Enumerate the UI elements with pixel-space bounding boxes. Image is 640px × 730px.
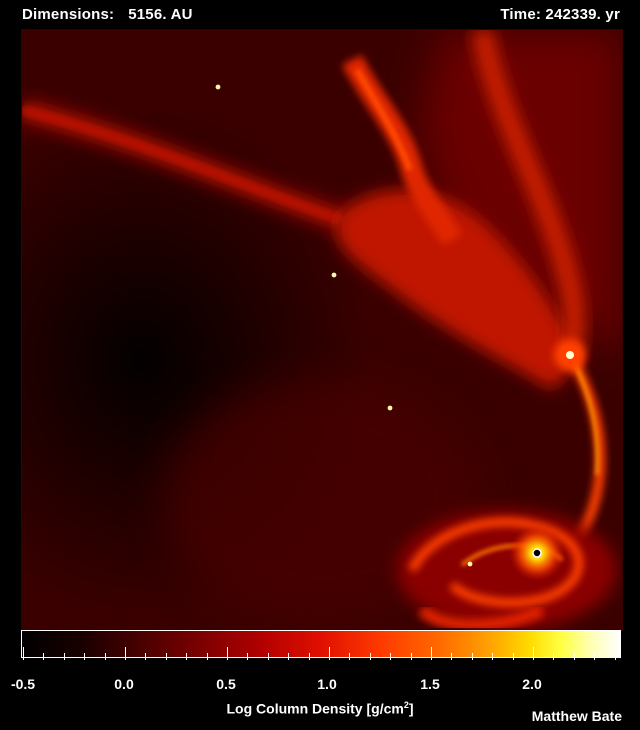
colorbar-tick — [533, 647, 534, 660]
colorbar-title: Log Column Density [g/cm2] — [226, 700, 414, 717]
colorbar-tick — [186, 653, 188, 660]
colorbar-tick — [349, 653, 351, 660]
colorbar-tick — [553, 653, 555, 660]
colorbar-tick — [512, 653, 514, 660]
star-point — [387, 405, 393, 411]
colorbar — [21, 630, 621, 658]
dimensions-label: Dimensions: — [22, 6, 115, 23]
colorbar-tick — [63, 653, 65, 660]
star-point — [467, 561, 473, 567]
dimensions-readout: Dimensions: 5156. AU — [22, 6, 193, 23]
colorbar-tick — [206, 653, 208, 660]
colorbar-tick — [329, 647, 330, 660]
star-point — [331, 272, 337, 278]
colorbar-tick — [288, 653, 290, 660]
colorbar-tick — [308, 653, 310, 660]
colorbar-tick — [125, 647, 126, 660]
colorbar-tick — [471, 653, 473, 660]
colorbar-tick — [43, 653, 45, 660]
colorbar-tick — [23, 647, 24, 660]
dimensions-value: 5156. AU — [128, 6, 193, 23]
colorbar-tick-label: 0.0 — [114, 676, 134, 692]
colorbar-tick — [227, 647, 228, 660]
colorbar-tick-label: -0.5 — [10, 676, 36, 692]
colorbar-tick — [165, 653, 167, 660]
colorbar-tick-label: 2.0 — [522, 676, 542, 692]
colorbar-tick — [594, 653, 596, 660]
colorbar-tick — [104, 653, 106, 660]
colorbar-tick-label: 1.0 — [317, 676, 337, 692]
colorbar-tick — [492, 653, 494, 660]
colorbar-ticks — [21, 640, 621, 660]
colorbar-tick — [573, 653, 575, 660]
colorbar-tick — [145, 653, 147, 660]
colorbar-tick — [247, 653, 249, 660]
star-point — [215, 84, 221, 90]
colorbar-tick — [84, 653, 86, 660]
simulation-density-image — [21, 29, 623, 631]
author-credit: Matthew Bate — [531, 708, 622, 724]
colorbar-tick — [410, 653, 412, 660]
colorbar-tick-label: 1.5 — [420, 676, 440, 692]
colorbar-tick — [614, 653, 616, 660]
colorbar-tick — [267, 653, 269, 660]
colorbar-tick — [369, 653, 371, 660]
colorbar-tick — [451, 653, 453, 660]
colorbar-tick — [431, 647, 432, 660]
colorbar-tick-label: 0.5 — [216, 676, 236, 692]
colorbar-tick — [390, 653, 392, 660]
time-readout: Time: 242339. yr — [500, 6, 620, 23]
